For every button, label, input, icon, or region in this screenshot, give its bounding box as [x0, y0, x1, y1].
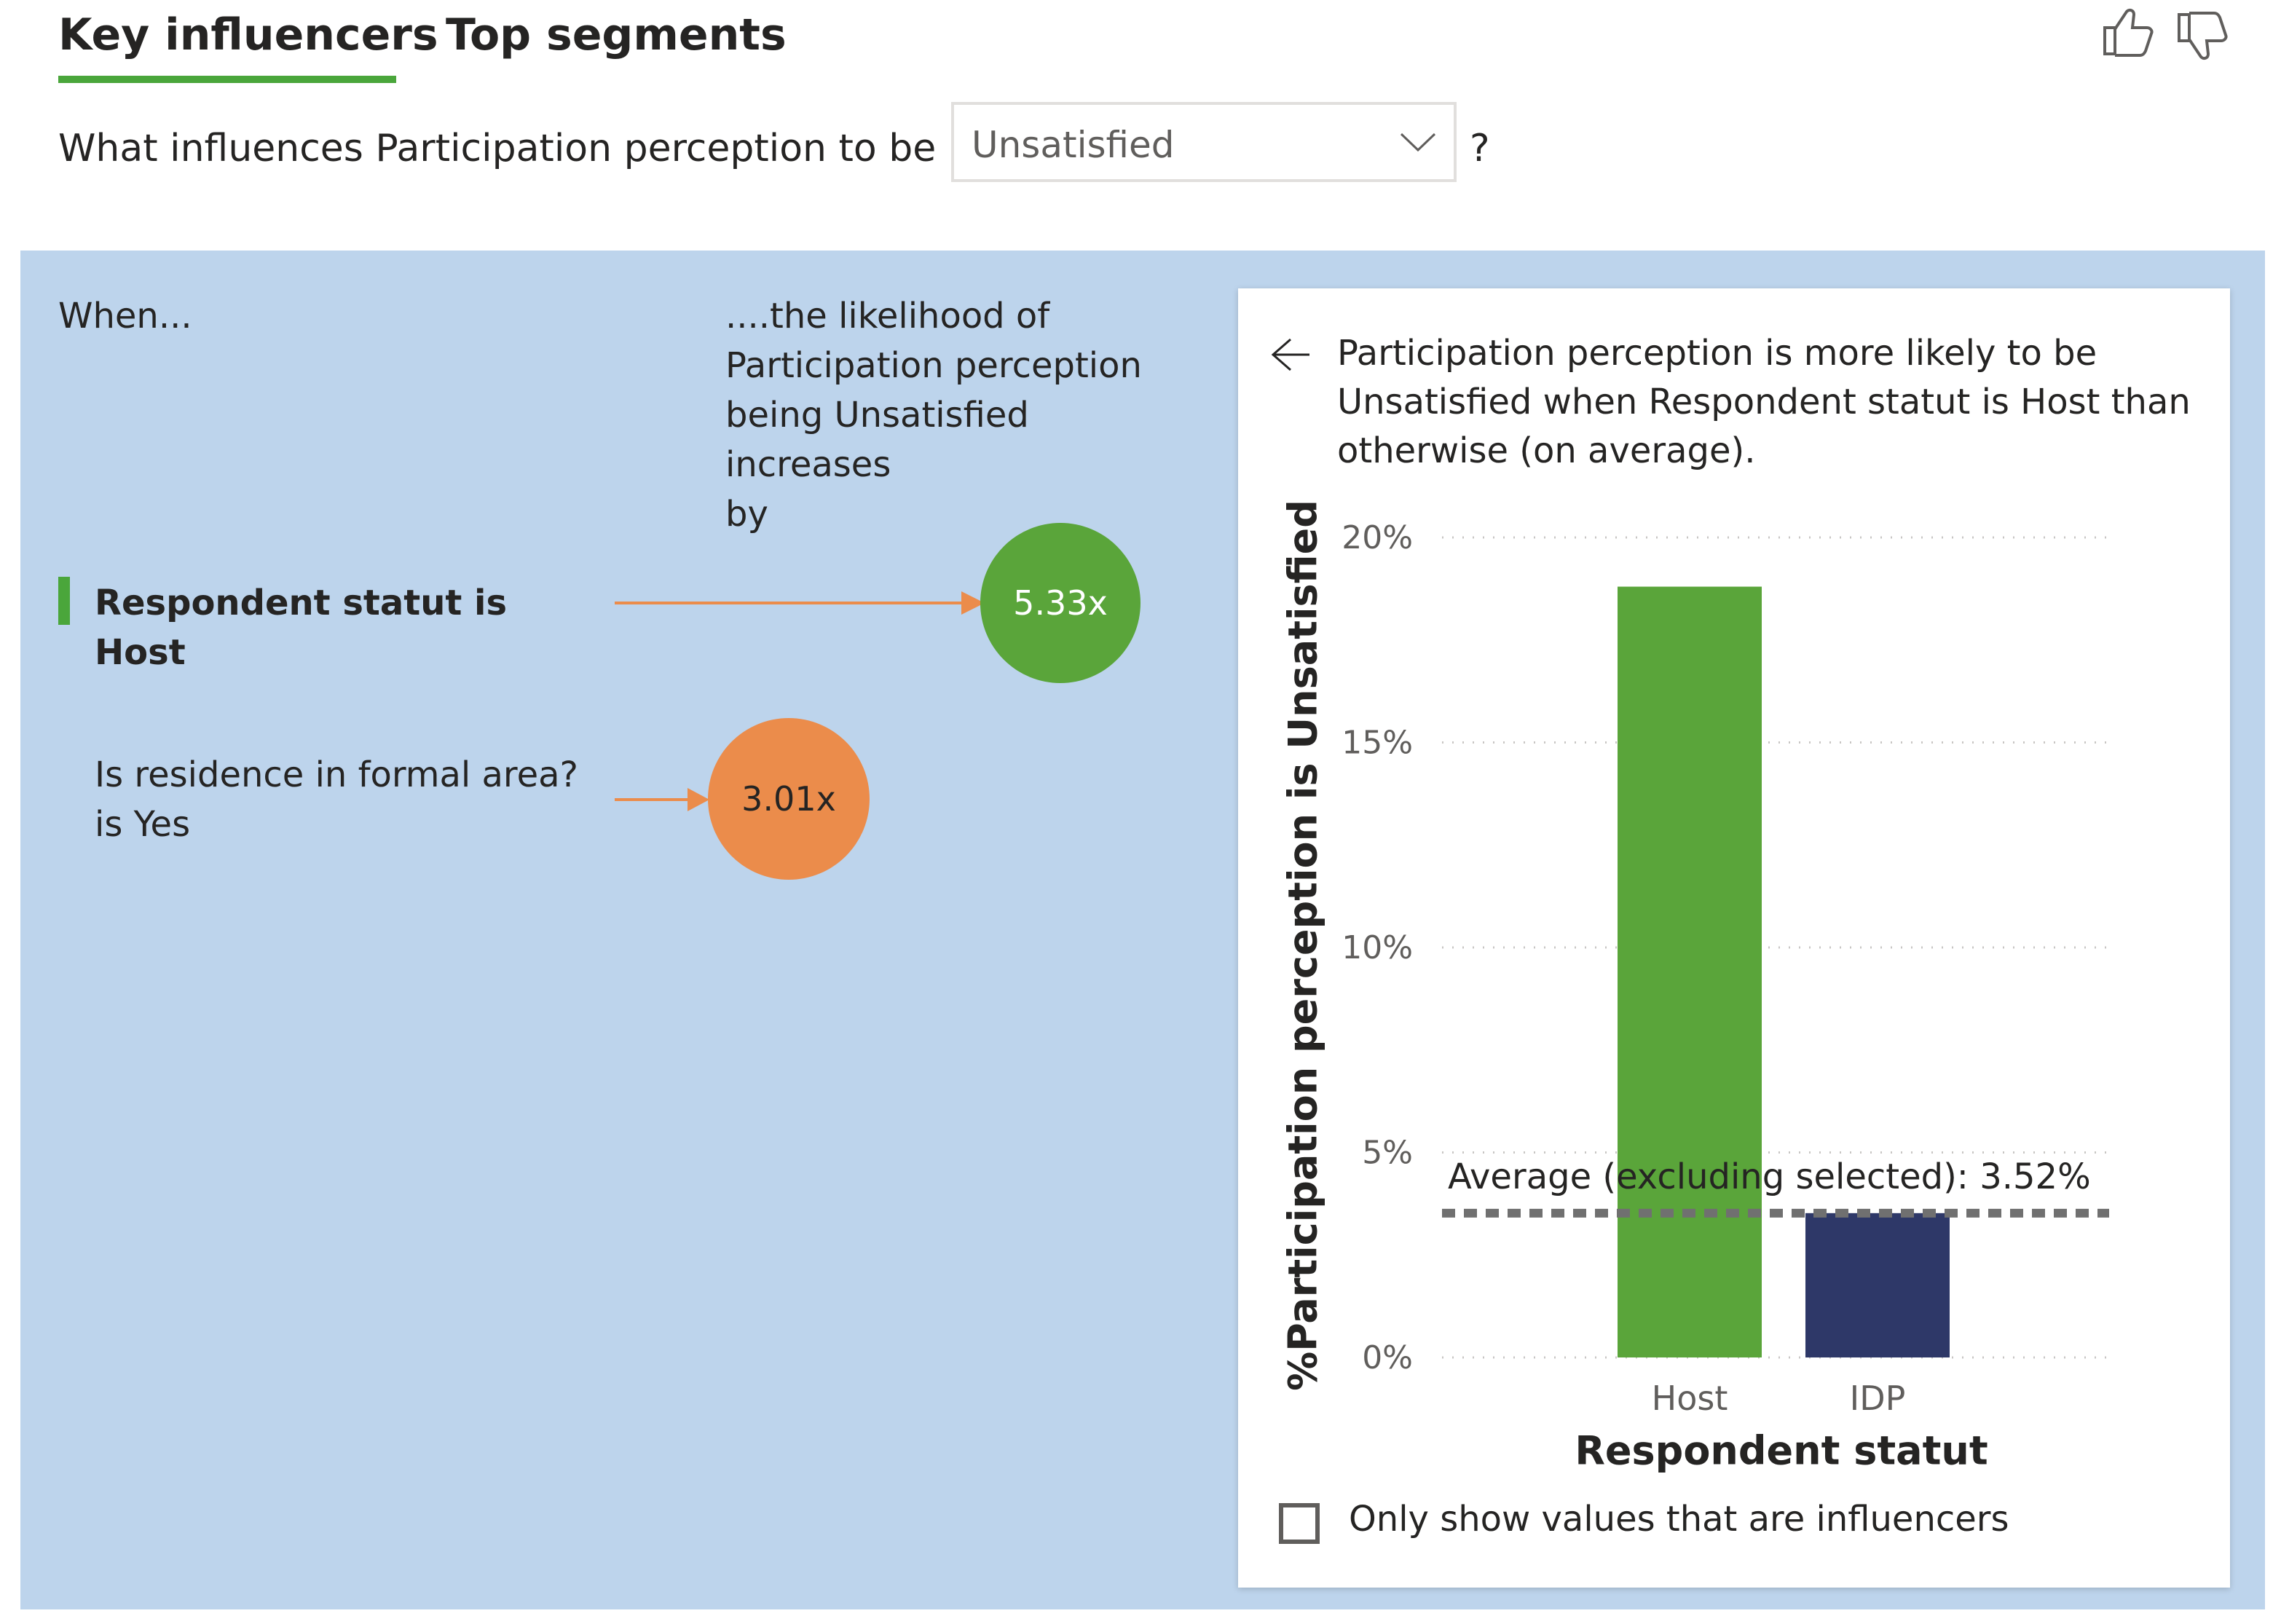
- x-tick-label: IDP: [1850, 1379, 1906, 1418]
- question-suffix: ?: [1470, 127, 1490, 170]
- likelihood-label: ....the likelihood of Participation perc…: [725, 296, 1142, 535]
- bubble-value: 5.33x: [1013, 583, 1108, 623]
- y-tick-label: 15%: [1342, 725, 1413, 762]
- influencer-formal-area[interactable]: Is residence in formal area? is Yes: [95, 754, 579, 845]
- y-axis-title: %Participation perception is Unsatisfied: [1280, 500, 1326, 1391]
- influencers-only-checkbox[interactable]: [1279, 1503, 1320, 1544]
- influencer-bubble-1[interactable]: 5.33x: [980, 523, 1141, 683]
- outcome-dropdown[interactable]: Unsatisfied: [951, 102, 1457, 182]
- y-tick-label: 20%: [1342, 519, 1413, 556]
- bar-idp: [1805, 1213, 1950, 1357]
- bubble-value: 3.01x: [741, 779, 836, 819]
- when-label: When...: [58, 296, 192, 336]
- chart-svg: 0% 5% 10% 15% 20% Host IDP Average (excluding s…: [1342, 519, 2109, 1418]
- influencer-bubble-2[interactable]: 3.01x: [708, 718, 870, 880]
- detail-description: Participation perception is more likely …: [1337, 333, 2191, 471]
- average-label: Average (excluding selected): 3.52%: [1448, 1156, 2091, 1197]
- question-prefix: What influences Participation perception…: [58, 127, 937, 170]
- dropdown-selected-value: Unsatisfied: [972, 124, 1175, 166]
- x-axis-title: Respondent statut: [1575, 1427, 1988, 1474]
- chevron-down-icon: [1400, 133, 1436, 152]
- x-tick-label: Host: [1652, 1379, 1728, 1418]
- y-tick-label: 0%: [1362, 1339, 1413, 1376]
- tab-key-influencers[interactable]: Key influencers: [58, 9, 438, 60]
- y-tick-label: 10%: [1342, 929, 1413, 966]
- thumbs-up-icon[interactable]: [2099, 4, 2157, 60]
- selected-indicator: [58, 577, 70, 625]
- influencer-arrow-1: [615, 591, 985, 615]
- y-tick-label: 5%: [1362, 1135, 1413, 1172]
- bar-chart: 0% 5% 10% 15% 20% Host IDP Average (excluding s…: [1238, 510, 2230, 1486]
- influencer-arrow-2: [615, 788, 709, 811]
- active-tab-underline: [58, 76, 396, 83]
- bar-host: [1618, 586, 1762, 1357]
- influencer-respondent-host[interactable]: Respondent statut is Host: [95, 583, 508, 673]
- influencers-only-label[interactable]: Only show values that are influencers: [1349, 1499, 2009, 1540]
- tab-top-segments[interactable]: Top segments: [446, 9, 787, 60]
- thumbs-down-icon[interactable]: [2173, 9, 2231, 64]
- back-arrow-icon[interactable]: [1269, 336, 1312, 373]
